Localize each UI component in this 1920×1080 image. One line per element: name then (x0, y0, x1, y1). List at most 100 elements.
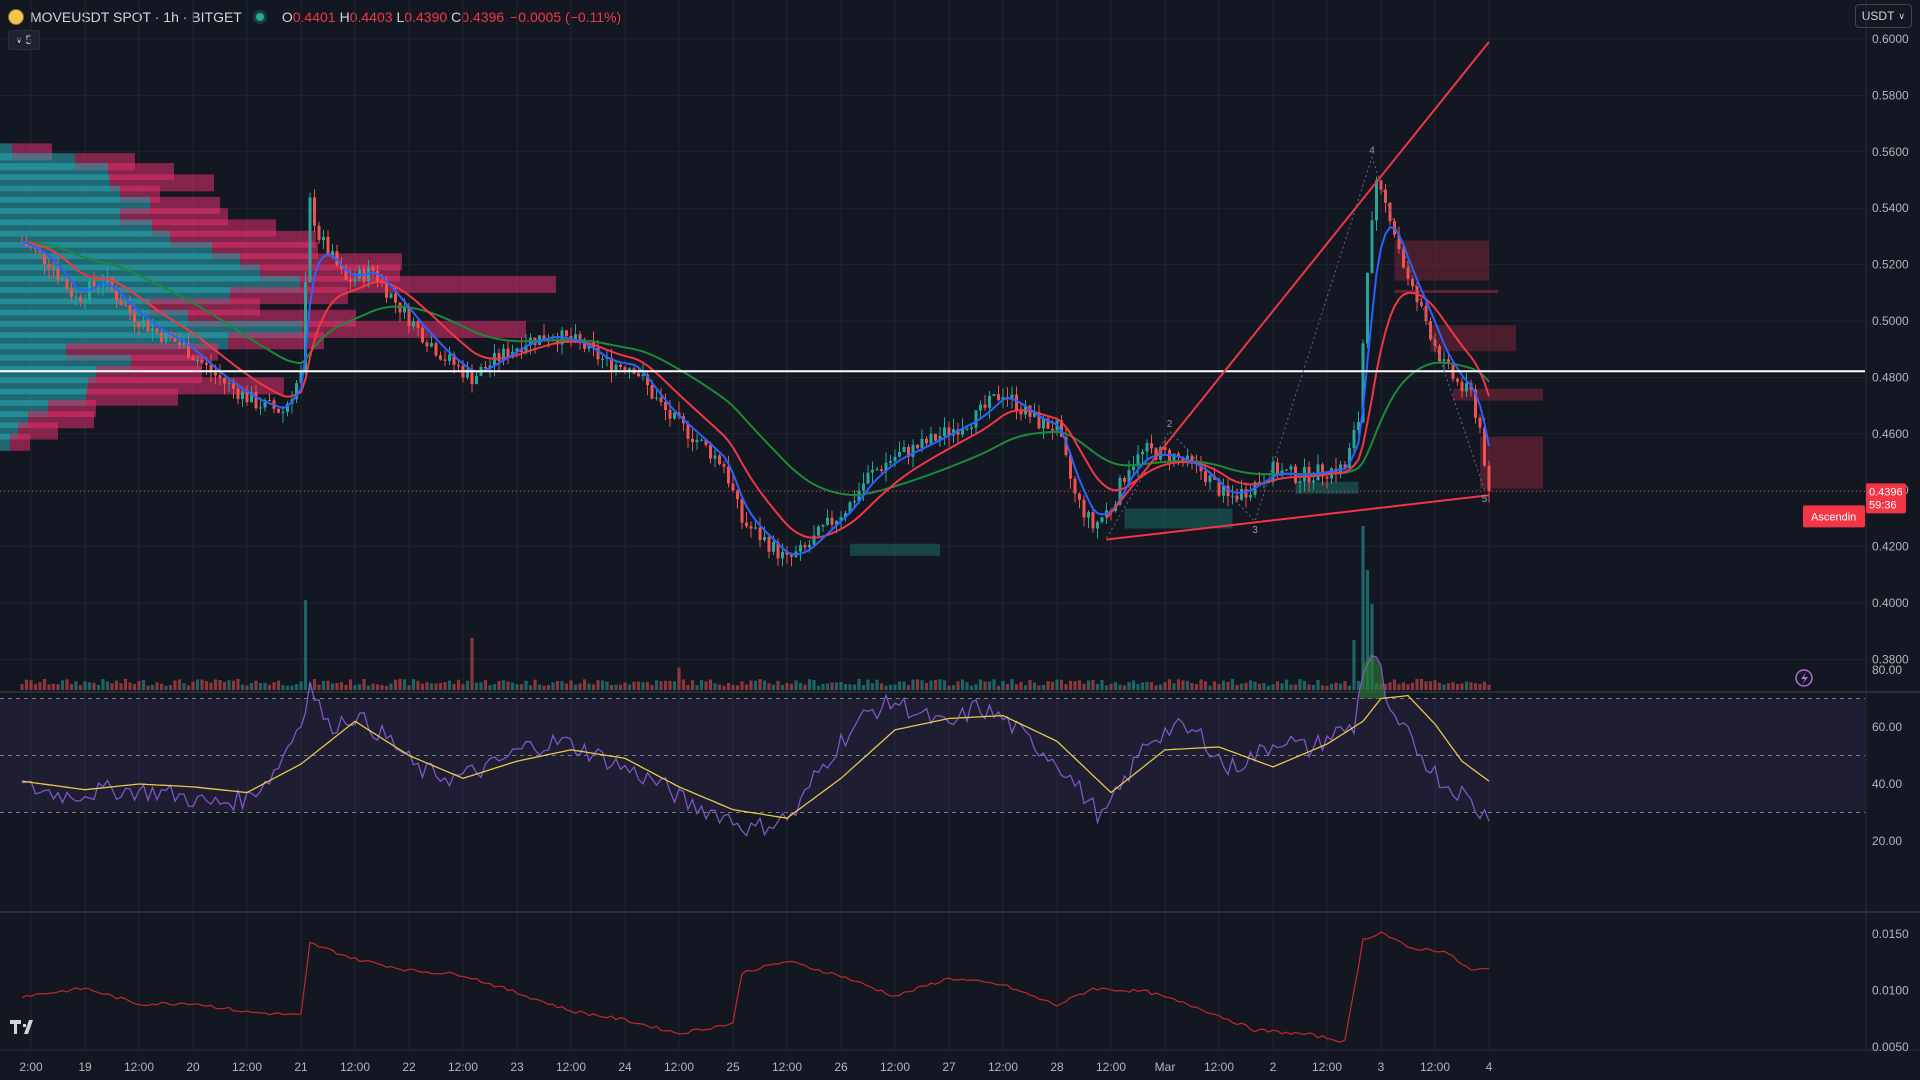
volume-bar (47, 684, 51, 690)
candle (1136, 454, 1140, 467)
candle (875, 469, 879, 471)
price-axis[interactable]: 0.6000 0.5800 0.5600 0.5400 0.5200 0.5000 0.48… (1872, 32, 1909, 1054)
volume-bar (893, 684, 897, 690)
volume-bar (668, 680, 672, 690)
volume-bar (389, 683, 393, 690)
candle (1366, 272, 1369, 344)
volume-bar (1356, 680, 1361, 690)
candle (686, 423, 690, 439)
candle (1478, 417, 1482, 428)
candle (1159, 447, 1162, 460)
volume-bar (911, 679, 915, 690)
time-tick-label: 12:00 (1204, 1060, 1234, 1074)
candle (1397, 234, 1401, 250)
time-tick-label: 2:00 (19, 1060, 43, 1074)
wedge-upper-line (1105, 41, 1490, 520)
volume-bar (1185, 680, 1190, 690)
candle (1154, 448, 1158, 460)
candle (376, 270, 379, 281)
candle (781, 551, 784, 559)
volume-bar (1244, 682, 1248, 690)
volume-bar (1145, 681, 1149, 690)
candle (1060, 420, 1063, 437)
volume-bar (897, 681, 902, 690)
candle (142, 319, 145, 328)
demand-zone (1124, 508, 1233, 529)
volume-bar (218, 679, 222, 690)
candle (1357, 422, 1360, 431)
candle (466, 369, 469, 378)
candle (1258, 482, 1261, 484)
volume-bar (636, 681, 641, 690)
candle (430, 343, 433, 347)
volume-bar (1086, 680, 1091, 690)
tradingview-logo-icon (10, 1020, 33, 1034)
volume-bar (182, 683, 186, 690)
drawings[interactable]: 2 3 4 5 (0, 41, 1865, 541)
candle (1325, 476, 1329, 479)
volume-bar (1392, 679, 1397, 690)
volume-bar (24, 679, 29, 690)
rsi-overbought-fill (1358, 652, 1386, 699)
volume-bar (749, 680, 753, 690)
volume-bar (1455, 684, 1460, 690)
volume-bar (1230, 678, 1235, 690)
candle (209, 364, 213, 373)
candle (1460, 381, 1464, 392)
volume-bar (776, 680, 780, 690)
last-price-badge (1866, 483, 1906, 514)
candle (227, 383, 231, 385)
candle (1483, 427, 1486, 466)
volume-bar (330, 683, 335, 690)
time-axis[interactable]: 2:00 19 12:00 20 12:00 21 12:00 22 12:00 23 12:00 2… (19, 1060, 1492, 1074)
candle (524, 345, 528, 352)
volume-bar (524, 680, 528, 690)
countdown-label: 59:36 (1869, 499, 1897, 511)
candle (515, 348, 519, 352)
candle (1244, 488, 1248, 498)
candle (160, 332, 163, 343)
volume-bar (659, 681, 663, 690)
pattern-label: Ascendin (1811, 511, 1856, 523)
volume-bar (420, 683, 425, 690)
candle (659, 397, 663, 402)
volume-bar (1149, 682, 1154, 690)
volume-bar (263, 682, 267, 690)
candle (488, 365, 492, 369)
volume-bar (515, 684, 519, 690)
time-tick-label: 19 (78, 1060, 92, 1074)
candle (542, 335, 546, 341)
volume-bar (83, 681, 87, 690)
volume-bar (380, 685, 384, 690)
volume-bar (1262, 683, 1266, 690)
candle (754, 527, 757, 529)
candle (277, 408, 280, 413)
volume-bar (74, 681, 78, 690)
volume-bar (191, 681, 195, 690)
volume-bar (830, 682, 834, 690)
volume-bar (416, 680, 420, 690)
volume-bar (1352, 640, 1356, 690)
volume-bar (839, 681, 843, 690)
volume-bar (456, 679, 461, 690)
volume-bar (1482, 681, 1487, 690)
symbol-title[interactable]: MOVEUSDT SPOT · 1h · BITGET (30, 9, 242, 25)
volume-bar (569, 680, 573, 690)
volume-bar (713, 683, 717, 690)
volume-bar (533, 679, 537, 690)
candle (299, 370, 303, 384)
candle (641, 374, 645, 377)
currency-selector[interactable]: USDT ∨ (1854, 4, 1912, 28)
volume-bar (434, 683, 438, 690)
candle (178, 342, 181, 345)
candle (232, 383, 235, 389)
price-change: −0.0005 (−0.11%) (510, 9, 622, 25)
candle (1150, 443, 1153, 449)
wedge-lower-line (1106, 494, 1490, 541)
volume-bar (1226, 681, 1230, 690)
volume-bar (780, 684, 785, 690)
volume-bar (375, 684, 380, 690)
volume-bar (1050, 681, 1055, 690)
price-tick-label: 0.3800 (1872, 652, 1909, 666)
